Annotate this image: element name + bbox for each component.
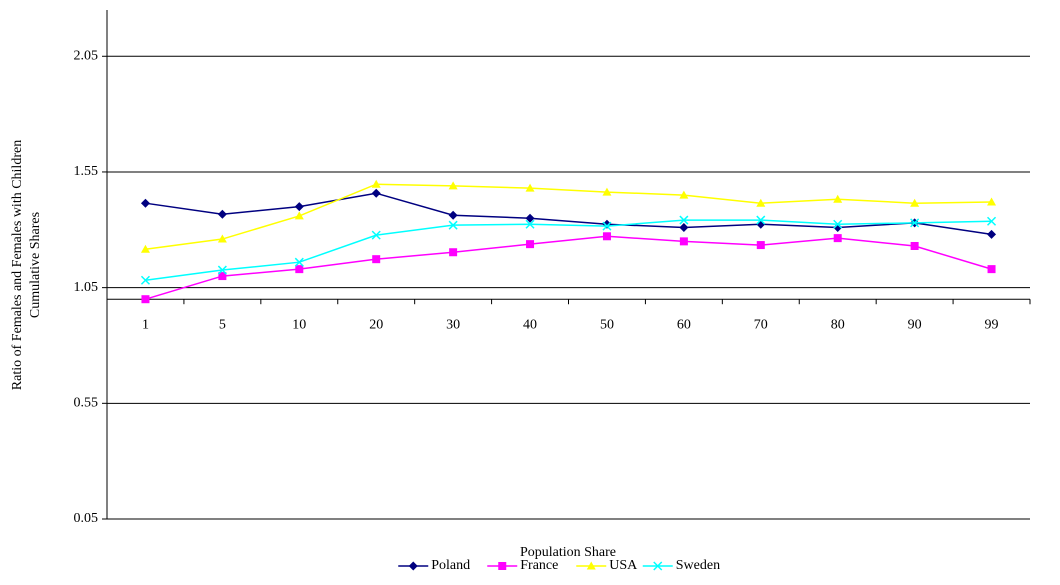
- marker-stroke: [602, 221, 612, 231]
- marker: [140, 275, 150, 285]
- marker: [756, 198, 766, 207]
- marker: [910, 241, 919, 250]
- marker: [987, 197, 997, 206]
- marker: [294, 202, 304, 212]
- marker: [833, 222, 843, 232]
- marker: [833, 234, 842, 243]
- y-tick-label: 2.05: [74, 48, 99, 63]
- marker: [218, 272, 227, 281]
- marker: [526, 240, 535, 249]
- marker: [294, 211, 304, 220]
- marker-stroke: [833, 219, 843, 229]
- marker: [140, 244, 150, 253]
- marker: [910, 218, 920, 228]
- x-tick-label: 70: [754, 317, 768, 332]
- marker-stroke: [448, 220, 458, 230]
- marker: [756, 241, 765, 250]
- legend-label: USA: [609, 558, 638, 573]
- legend-item: Poland: [398, 558, 470, 573]
- legend-item: France: [487, 558, 558, 573]
- marker: [408, 561, 418, 571]
- marker: [679, 237, 688, 246]
- x-tick-label: 80: [831, 317, 845, 332]
- series-line: [145, 183, 992, 250]
- series-line: [145, 192, 992, 236]
- y-tick-label: 0.55: [74, 396, 99, 411]
- marker-stroke: [653, 561, 663, 571]
- x-axis-label: Population Share: [520, 545, 616, 560]
- marker: [602, 219, 612, 229]
- marker-stroke: [294, 257, 304, 267]
- marker: [756, 215, 766, 225]
- marker: [217, 234, 227, 243]
- y-tick-label: 1.55: [74, 164, 99, 179]
- marker: [294, 257, 304, 267]
- marker: [833, 219, 843, 229]
- marker: [602, 221, 612, 231]
- marker-stroke: [525, 219, 535, 229]
- marker: [448, 181, 458, 190]
- x-tick-label: 60: [677, 317, 691, 332]
- marker: [295, 265, 304, 274]
- y-tick-label: 0.05: [74, 511, 99, 526]
- y-axis-label: Cumulative Shares: [28, 212, 43, 318]
- marker: [372, 255, 381, 264]
- marker: [371, 230, 381, 240]
- marker-stroke: [679, 215, 689, 225]
- marker: [371, 179, 381, 188]
- marker: [679, 215, 689, 225]
- marker-stroke: [756, 215, 766, 225]
- marker-stroke: [910, 218, 920, 228]
- legend-label: Sweden: [676, 558, 720, 573]
- marker: [987, 229, 997, 239]
- marker: [449, 248, 458, 257]
- marker: [833, 194, 843, 203]
- x-tick-label: 5: [219, 317, 226, 332]
- marker: [448, 220, 458, 230]
- marker: [525, 213, 535, 223]
- marker: [448, 210, 458, 220]
- marker: [525, 183, 535, 192]
- marker: [910, 198, 920, 207]
- series-line: [145, 235, 992, 300]
- legend-label: Poland: [431, 558, 470, 573]
- marker: [217, 265, 227, 275]
- x-tick-label: 1: [142, 317, 149, 332]
- marker-stroke: [987, 216, 997, 226]
- y-tick-label: 1.05: [74, 280, 99, 295]
- marker: [602, 187, 612, 196]
- marker: [586, 561, 596, 570]
- legend-label: France: [520, 558, 558, 573]
- marker: [525, 219, 535, 229]
- y-axis-label: Ratio of Females and Females with Childr…: [10, 140, 25, 390]
- marker: [987, 216, 997, 226]
- marker: [140, 198, 150, 208]
- x-tick-label: 10: [292, 317, 306, 332]
- legend-item: Sweden: [642, 558, 720, 573]
- marker: [987, 265, 996, 274]
- x-tick-label: 40: [523, 317, 537, 332]
- marker: [217, 209, 227, 219]
- marker-stroke: [140, 275, 150, 285]
- marker: [371, 188, 381, 198]
- x-tick-label: 90: [908, 317, 922, 332]
- x-tick-label: 99: [985, 317, 999, 332]
- marker: [653, 561, 663, 571]
- legend-item: USA: [576, 558, 638, 573]
- marker: [679, 222, 689, 232]
- series-line: [145, 219, 992, 281]
- x-tick-label: 30: [446, 317, 460, 332]
- x-tick-label: 50: [600, 317, 614, 332]
- marker: [498, 562, 507, 570]
- x-tick-label: 20: [369, 317, 383, 332]
- marker: [141, 295, 150, 304]
- marker-stroke: [217, 265, 227, 275]
- marker: [602, 232, 611, 241]
- marker: [679, 190, 689, 199]
- marker-stroke: [371, 230, 381, 240]
